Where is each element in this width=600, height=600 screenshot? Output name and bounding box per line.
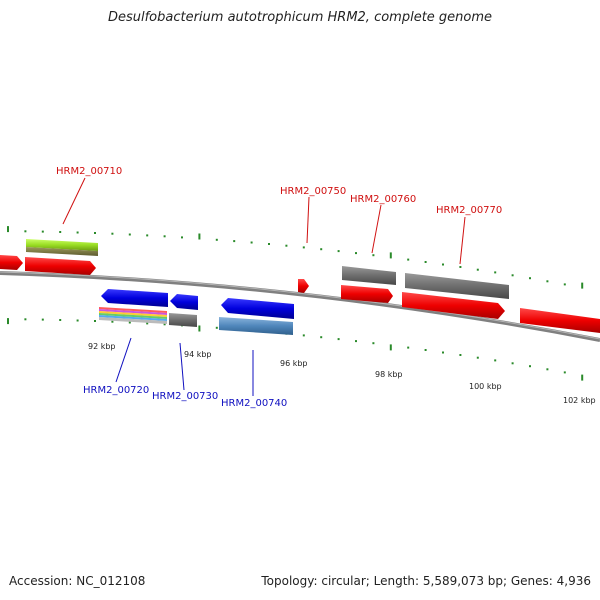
accession-text: Accession: NC_012108	[9, 574, 146, 588]
scale-label: 100 kbp	[469, 382, 502, 391]
gene-arrow-reverse[interactable]	[101, 289, 168, 307]
gene-arrow-forward[interactable]	[402, 292, 505, 319]
scale-label: 94 kbp	[184, 350, 212, 359]
scale-label: 102 kbp	[563, 396, 596, 405]
forward-leaders	[62, 177, 466, 265]
gene-block-olive[interactable]	[26, 247, 98, 256]
genome-backbone	[0, 271, 600, 342]
gene-arrow-forward[interactable]	[520, 308, 600, 333]
scale-label: 92 kbp	[88, 342, 116, 351]
gene-arrow-forward[interactable]	[0, 255, 23, 270]
gene-block-gray[interactable]	[342, 266, 396, 285]
gene-label-hrm2-00770[interactable]: HRM2_00770	[436, 205, 502, 216]
map-title: Desulfobacterium autotrophicum HRM2, com…	[107, 10, 493, 25]
gene-arrow-forward[interactable]	[341, 285, 393, 303]
gene-arrow-forward[interactable]	[298, 279, 309, 293]
gene-block-gray[interactable]	[169, 313, 197, 327]
gene-label-hrm2-00760[interactable]: HRM2_00760	[350, 194, 416, 205]
gene-label-hrm2-00750[interactable]: HRM2_00750	[280, 186, 346, 197]
reverse-leaders	[115, 337, 254, 396]
gene-block-steel[interactable]	[219, 317, 293, 335]
gene-arrow-reverse[interactable]	[221, 298, 294, 319]
scale-label: 96 kbp	[280, 359, 308, 368]
gene-label-hrm2-00710[interactable]: HRM2_00710	[56, 166, 122, 177]
gene-arrow-reverse[interactable]	[170, 294, 198, 310]
gene-label-hrm2-00730[interactable]: HRM2_00730	[152, 391, 218, 402]
gene-multicolor-block[interactable]	[99, 307, 167, 324]
gene-label-hrm2-00740[interactable]: HRM2_00740	[221, 398, 287, 409]
scale-label: 98 kbp	[375, 370, 403, 379]
gene-block-gray[interactable]	[405, 273, 509, 299]
gene-arrow-forward[interactable]	[25, 257, 96, 275]
forward-ticks	[7, 226, 584, 289]
gene-label-hrm2-00720[interactable]: HRM2_00720	[83, 385, 149, 396]
genome-stats-text: Topology: circular; Length: 5,589,073 bp…	[261, 574, 591, 588]
